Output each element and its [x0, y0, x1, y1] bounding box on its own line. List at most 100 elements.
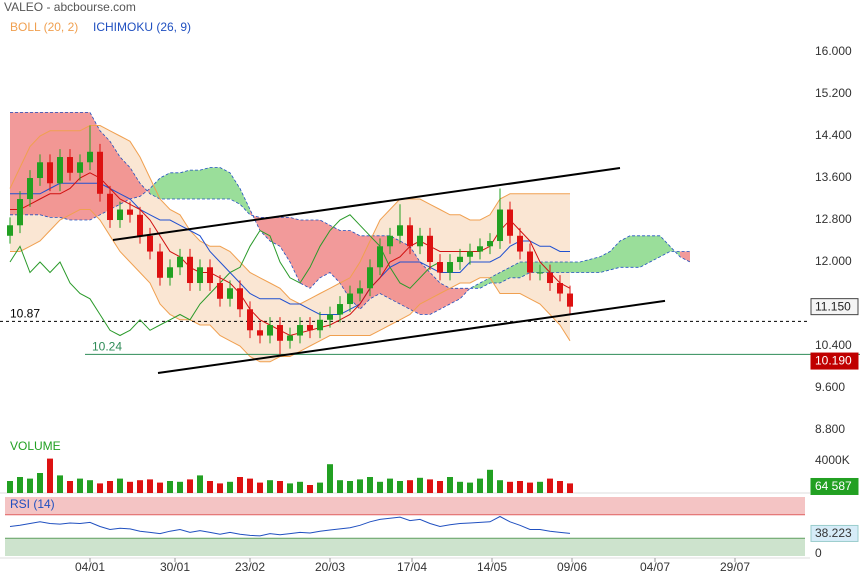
y-tick-label: 8.800 [815, 422, 845, 436]
level-label: 10.24 [92, 340, 122, 354]
y-tick-label: 16.000 [815, 44, 852, 58]
value-box [810, 298, 859, 316]
x-tick-label: 17/04 [397, 560, 427, 574]
candle-body [117, 209, 123, 221]
x-tick-label: 14/05 [477, 560, 507, 574]
volume-bar [47, 458, 53, 493]
ichimoku-cloud [570, 262, 580, 273]
volume-bar [267, 480, 273, 493]
candle-body [397, 225, 403, 236]
volume-bar [37, 473, 43, 493]
volume-bar [487, 469, 493, 493]
candle-body [497, 209, 503, 242]
candle-body [537, 272, 543, 274]
candle-body [57, 157, 63, 184]
value-box-label: 64 587 [815, 479, 852, 493]
volume-bar [437, 481, 443, 493]
candle-body [557, 283, 563, 294]
candle-body [207, 267, 213, 284]
value-box-label: 11.150 [815, 299, 851, 313]
ichimoku-cloud [170, 172, 180, 200]
candle-body [417, 235, 423, 247]
x-tick-label: 04/07 [640, 560, 670, 574]
candle-body [457, 256, 463, 263]
candle-body [427, 235, 433, 263]
candle-body [437, 262, 443, 273]
volume-bar [287, 483, 293, 493]
ichimoku-cloud [270, 217, 280, 247]
candle-body [147, 235, 153, 252]
volume-bar [517, 481, 523, 493]
candle-body [87, 151, 93, 163]
volume-bar [377, 481, 383, 493]
candle-body [7, 225, 13, 236]
value-box-label: 10.190 [815, 354, 852, 368]
ichimoku-cloud [40, 112, 50, 218]
rsi-line [9, 515, 571, 537]
chart-title: VALEO - abcbourse.com [4, 0, 136, 14]
candle-body [277, 325, 283, 341]
rsi-overbought-zone [5, 497, 805, 515]
candle-body [157, 251, 163, 278]
volume-bar [327, 464, 333, 493]
volume-bar [17, 477, 23, 493]
volume-bar [297, 481, 303, 493]
candle-body [487, 241, 493, 247]
volume-bar [547, 478, 553, 493]
volume-bar [107, 481, 113, 493]
candle-body [287, 335, 293, 341]
volume-bar [277, 481, 283, 493]
value-box [810, 477, 859, 495]
ichimoku-cloud [120, 157, 130, 205]
x-tick-label: 30/01 [160, 560, 190, 574]
candle-body [177, 256, 183, 268]
candle-body [107, 193, 113, 221]
candle-body [247, 309, 253, 331]
ichimoku-cloud [410, 246, 420, 315]
x-tick-label: 29/07 [720, 560, 750, 574]
y-tick-label: 12.800 [815, 212, 852, 226]
volume-bar [387, 478, 393, 493]
candle-body [447, 262, 453, 273]
ichimoku-cloud [160, 172, 170, 200]
candle-body [47, 162, 53, 184]
candle-body [137, 214, 143, 236]
volume-bar [447, 477, 453, 493]
volume-bar [337, 480, 343, 493]
volume-bar [7, 481, 13, 493]
volume-bar [397, 481, 403, 493]
volume-bar [127, 481, 133, 493]
bollinger-lower [10, 209, 571, 363]
ichimoku-cloud [430, 272, 440, 315]
ichimoku-cloud [190, 170, 200, 200]
rsi-title: RSI (14) [10, 497, 55, 511]
volume-bar [177, 481, 183, 493]
candle-body [37, 162, 43, 179]
volume-bar [217, 483, 223, 493]
candle-body [67, 157, 73, 173]
bollinger-band [10, 125, 570, 362]
candle-body [357, 288, 363, 294]
volume-bar [227, 481, 233, 493]
candle-body [327, 314, 333, 320]
volume-bar [557, 481, 563, 493]
candle-body [517, 235, 523, 252]
ichimoku-cloud [400, 241, 410, 310]
candle-body [477, 246, 483, 252]
volume-bar [117, 478, 123, 493]
value-box [810, 352, 859, 370]
y-tick-label: 12.000 [815, 254, 852, 268]
ichimoku-cloud [480, 277, 490, 289]
span-b-line [10, 112, 690, 289]
candle-body [237, 288, 243, 310]
candle-body [317, 319, 323, 331]
volume-bar [57, 475, 63, 493]
ichimoku-cloud [390, 235, 400, 305]
candle-body [77, 162, 83, 173]
volume-bar [97, 483, 103, 493]
volume-bar [137, 480, 143, 493]
volume-bar [467, 482, 473, 493]
ichimoku-cloud [70, 112, 80, 221]
trendline [112, 167, 621, 241]
ichimoku-cloud [630, 235, 640, 268]
